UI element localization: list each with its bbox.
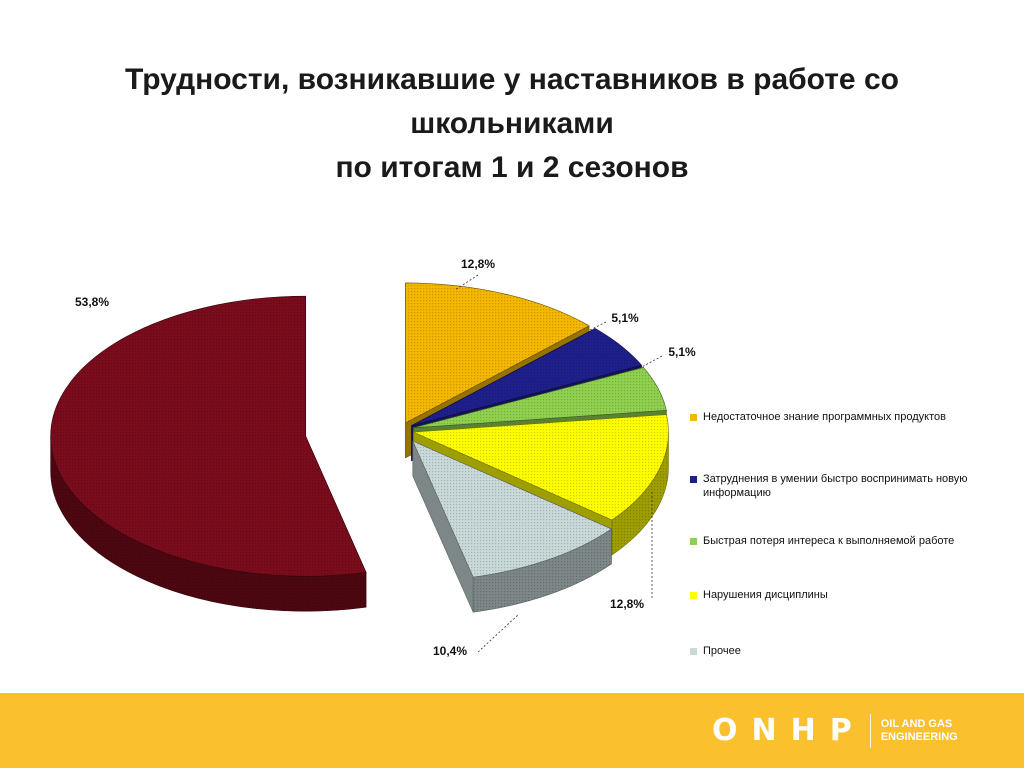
pie-slice-texture (611, 432, 669, 555)
pie-slice (412, 440, 612, 613)
leader-line (589, 321, 607, 331)
data-label: 10,4% (433, 644, 467, 658)
legend-item: Нарушения дисциплины (690, 588, 1020, 602)
legend-label: Быстрая потеря интереса к выполняемой ра… (703, 535, 955, 547)
pie-slice-top-texture (411, 328, 642, 426)
logo-tagline-line-1: OIL AND GAS (880, 717, 953, 730)
data-label: 12,8% (461, 257, 495, 271)
legend-label: Затруднения в умении быстро воспринимать… (703, 473, 968, 499)
title-line-2: школьниками (410, 107, 614, 140)
legend-swatch (690, 414, 697, 421)
pie-slice-top-texture (413, 414, 669, 520)
legend-swatch (690, 592, 697, 599)
title-line-3: по итогам 1 и 2 сезонов (335, 151, 689, 184)
pie-slice-top-texture (413, 367, 667, 428)
leader-lines (454, 274, 663, 653)
data-label: 53,8% (75, 295, 109, 309)
pie-slices (50, 282, 669, 613)
logo-divider (869, 713, 871, 748)
legend-item: Недостаточное знание программных продукт… (690, 410, 1020, 424)
legend-label: Недостаточное знание программных продукт… (703, 411, 946, 423)
footer-bar: ONHP OIL AND GAS ENGINEERING (0, 693, 1024, 768)
title-line-1: Трудности, возникавшие у наставников в р… (125, 63, 899, 96)
legend-swatch (690, 476, 697, 483)
legend-swatch (690, 648, 697, 655)
leader-line (639, 355, 663, 369)
data-label: 5,1% (668, 345, 696, 359)
legend-item: Быстрая потеря интереса к выполняемой ра… (690, 534, 1020, 548)
data-labels: 12,8% 5,1% 5,1% 12,8% 10,4% 53,8% (75, 257, 696, 658)
pie-slice-texture (50, 436, 366, 612)
leader-line (477, 614, 519, 653)
leader-line (454, 274, 479, 291)
pie-slice-top-texture (405, 282, 590, 423)
legend-label: Прочее (703, 645, 741, 657)
data-label: 12,8% (610, 597, 644, 611)
logo-tagline-line-2: ENGINEERING (880, 730, 958, 743)
company-logo: ONHP OIL AND GAS ENGINEERING (680, 693, 990, 768)
logo-tagline: OIL AND GAS ENGINEERING (881, 718, 958, 744)
legend-item: Затруднения в умении быстро воспринимать… (690, 472, 1020, 500)
legend-swatch (690, 538, 697, 545)
pie-chart: 12,8% 5,1% 5,1% 12,8% 10,4% 53,8% (50, 257, 696, 658)
pie-slice-texture (473, 529, 612, 613)
data-label: 5,1% (611, 311, 639, 325)
legend-label: Нарушения дисциплины (703, 589, 828, 601)
pie-slice-top-texture (50, 296, 366, 577)
slide-title: Трудности, возникавшие у наставников в р… (0, 58, 1024, 190)
pie-slice-top-texture (412, 441, 612, 578)
legend-item: Прочее (690, 644, 1020, 658)
logo-mark: ONHP (712, 713, 866, 748)
pie-slice (50, 295, 367, 612)
